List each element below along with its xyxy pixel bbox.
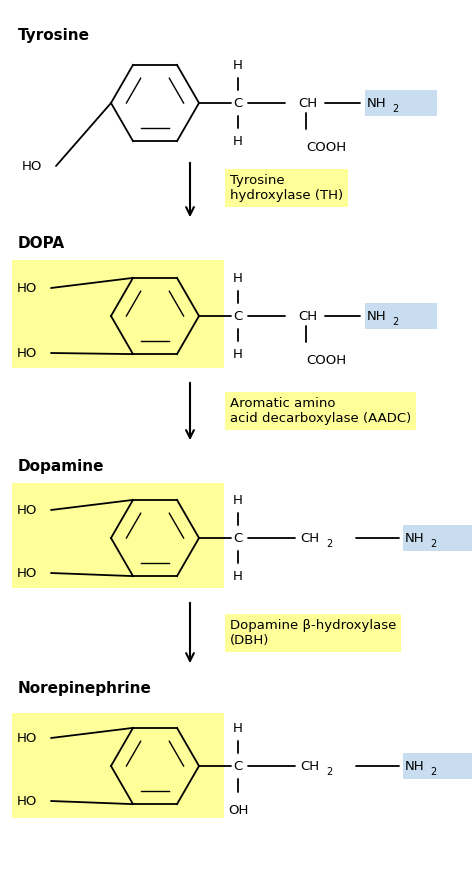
Text: C: C	[233, 759, 243, 773]
Text: CH: CH	[300, 532, 319, 544]
Text: COOH: COOH	[306, 140, 346, 154]
Text: NH: NH	[405, 532, 425, 544]
Text: Dopamine: Dopamine	[18, 458, 104, 473]
Text: NH: NH	[367, 97, 387, 109]
Text: H: H	[233, 347, 243, 361]
Text: 2: 2	[430, 766, 436, 776]
Text: HO: HO	[17, 281, 37, 295]
Text: DOPA: DOPA	[18, 235, 65, 250]
Text: H: H	[233, 569, 243, 583]
Text: CH: CH	[300, 759, 319, 773]
Text: 2: 2	[327, 538, 333, 549]
Text: H: H	[233, 272, 243, 284]
Text: HO: HO	[22, 160, 42, 172]
Text: HO: HO	[17, 567, 37, 580]
Text: 2: 2	[327, 766, 333, 776]
Text: Aromatic amino
acid decarboxylase (AADC): Aromatic amino acid decarboxylase (AADC)	[230, 397, 411, 425]
Bar	[12, 260, 224, 368]
Text: H: H	[233, 721, 243, 734]
Text: COOH: COOH	[306, 353, 346, 367]
Bar	[12, 713, 224, 818]
Bar	[403, 525, 472, 551]
Text: C: C	[233, 532, 243, 544]
Text: Tyrosine
hydroxylase (TH): Tyrosine hydroxylase (TH)	[230, 174, 343, 202]
Text: Tyrosine: Tyrosine	[18, 28, 90, 43]
Text: 2: 2	[392, 316, 398, 327]
Text: H: H	[233, 494, 243, 506]
Text: H: H	[233, 134, 243, 147]
Text: HO: HO	[17, 503, 37, 517]
Text: C: C	[233, 310, 243, 322]
Text: C: C	[233, 97, 243, 109]
Bar	[403, 753, 472, 779]
Text: Dopamine β-hydroxylase
(DBH): Dopamine β-hydroxylase (DBH)	[230, 619, 396, 647]
Bar	[365, 303, 437, 329]
Text: HO: HO	[17, 732, 37, 744]
Text: 2: 2	[392, 104, 398, 114]
Text: 2: 2	[430, 538, 436, 549]
Text: HO: HO	[17, 346, 37, 360]
Text: NH: NH	[405, 759, 425, 773]
Text: NH: NH	[367, 310, 387, 322]
Bar	[12, 483, 224, 588]
Text: OH: OH	[228, 804, 248, 816]
Text: Norepinephrine: Norepinephrine	[18, 680, 152, 695]
Text: CH: CH	[298, 97, 317, 109]
Text: HO: HO	[17, 795, 37, 807]
Bar	[365, 90, 437, 116]
Text: CH: CH	[298, 310, 317, 322]
Text: H: H	[233, 59, 243, 72]
